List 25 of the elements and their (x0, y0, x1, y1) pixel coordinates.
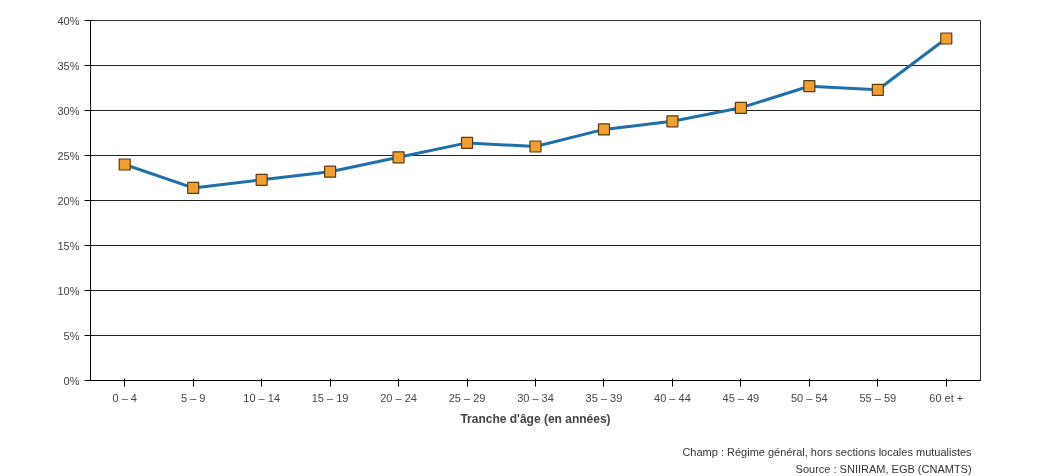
x-tick-label: 40 – 44 (654, 391, 691, 404)
x-tick-label: 10 – 14 (243, 391, 281, 404)
x-tick-label: 45 – 49 (722, 391, 760, 404)
y-tick-label: 20% (57, 194, 80, 207)
y-tick-label: 35% (57, 59, 80, 72)
x-tick-label: 15 – 19 (311, 391, 349, 404)
y-tick-label: 0% (63, 374, 80, 387)
x-tick-label: 5 – 9 (180, 391, 206, 404)
text: Champ : Régime général, hors sections locales mutualistes (682, 445, 973, 458)
y-tick-label: 40% (57, 14, 80, 27)
x-tick-label: 35 – 39 (585, 391, 623, 404)
x-tick-label: 0 – 4 (112, 391, 137, 404)
y-tick-label: 30% (57, 104, 80, 117)
y-tick-label: 5% (63, 329, 80, 342)
x-tick-label: 20 – 24 (380, 391, 417, 404)
y-tick-label: 15% (57, 239, 80, 252)
x-axis-title: Tranche d'âge (en années) (460, 411, 611, 426)
y-tick-label: 10% (57, 284, 80, 297)
y-tick-label: 25% (57, 149, 80, 162)
source-note: Source : SNIIRAM, EGB (CNAMTS) (795, 463, 972, 476)
x-tick-label: 60 et + (929, 391, 964, 404)
x-tick-label: 30 – 34 (517, 391, 554, 404)
x-tick-label: 55 – 59 (859, 391, 897, 404)
x-tick-label: 25 – 29 (448, 391, 486, 404)
x-tick-label: 50 – 54 (791, 391, 828, 404)
